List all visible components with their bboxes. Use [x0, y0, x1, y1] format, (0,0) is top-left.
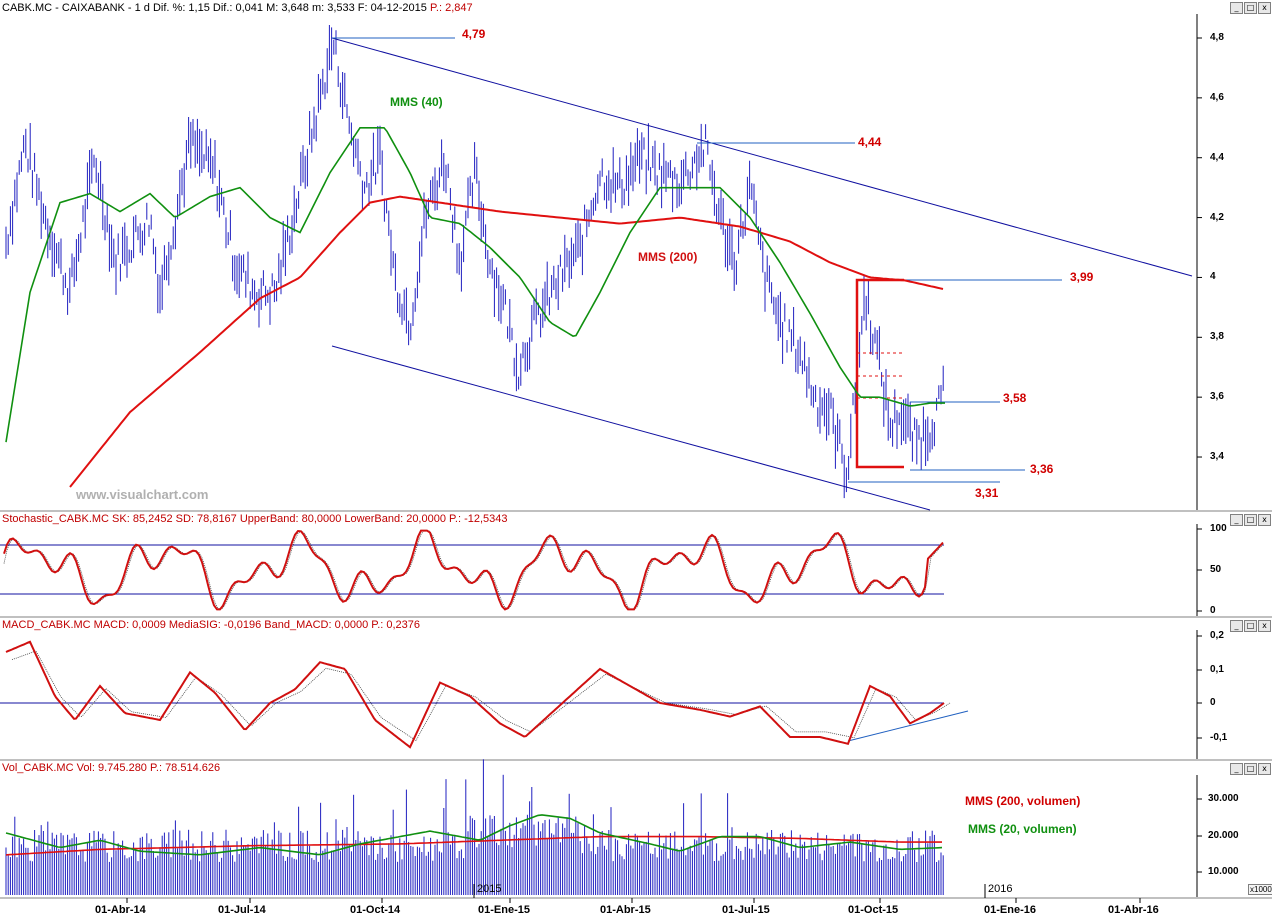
macd-panel-header: MACD_CABK.MC MACD: 0,0009 MediaSIG: -0,0… — [2, 618, 420, 632]
vol-mms200-label: MMS (200, volumen) — [965, 794, 1081, 808]
close-button[interactable]: x — [1258, 2, 1271, 14]
stoch-window-buttons: _ □ x — [1230, 514, 1271, 526]
price-bars — [5, 25, 944, 499]
macd-window-buttons: _ □ x — [1230, 620, 1271, 632]
minimize-button[interactable]: _ — [1230, 2, 1243, 14]
minimize-button[interactable]: _ — [1230, 514, 1243, 526]
macd-tick-label: 0,2 — [1210, 630, 1224, 641]
x-tick-label: 01-Ene-15 — [478, 904, 530, 916]
mms200-line — [69, 195, 944, 488]
x-tick-label: 01-Oct-14 — [350, 904, 401, 916]
axis-ticks — [126, 37, 1202, 903]
stoch-panel-header: Stochastic_CABK.MC SK: 85,2452 SD: 78,81… — [2, 512, 508, 526]
level-479-label: 4,79 — [462, 27, 486, 41]
lower-trendline — [331, 345, 931, 511]
price-tick-label: 3,4 — [1210, 451, 1224, 463]
x-tick-label: 01-Ene-16 — [984, 904, 1036, 916]
macd-header-text: MACD_CABK.MC MACD: 0,0009 MediaSIG: -0,0… — [2, 619, 421, 631]
vol-mms20-label: MMS (20, volumen) — [968, 822, 1077, 836]
macd-tick-label: 0,1 — [1210, 664, 1224, 675]
level-358-label: 3,58 — [1003, 391, 1027, 405]
stoch-tick-label: 100 — [1210, 523, 1227, 534]
price-header-p: P.: 2,847 — [429, 2, 473, 14]
minimize-button[interactable]: _ — [1230, 763, 1243, 775]
maximize-button[interactable]: □ — [1244, 620, 1257, 632]
mms40-line — [5, 127, 945, 443]
stoch-tick-label: 0 — [1210, 605, 1216, 616]
vol-panel-header: Vol_CABK.MC Vol: 9.745.280 P.: 78.514.62… — [2, 761, 220, 775]
year-label-2016: 2016 — [988, 883, 1013, 895]
minimize-button[interactable]: _ — [1230, 620, 1243, 632]
maximize-button[interactable]: □ — [1244, 2, 1257, 14]
level-336-label: 3,36 — [1030, 462, 1054, 476]
x-tick-label: 01-Jul-14 — [218, 904, 266, 916]
x-tick-label: 01-Abr-15 — [600, 904, 651, 916]
year-label-2015: 2015 — [477, 883, 502, 895]
stoch-sd-line — [3, 530, 944, 610]
maximize-button[interactable]: □ — [1244, 763, 1257, 775]
level-399-label: 3,99 — [1070, 270, 1094, 284]
x1000-badge: x1000 — [1248, 884, 1272, 895]
upper-trendline — [331, 37, 1193, 277]
price-tick-label: 3,8 — [1210, 331, 1224, 343]
price-tick-label: 4,8 — [1210, 32, 1224, 43]
mms200-label: MMS (200) — [638, 250, 698, 264]
x-tick-label: 01-Abr-14 — [95, 904, 146, 916]
red-bracket — [855, 278, 904, 469]
vol-window-buttons: _ □ x — [1230, 763, 1271, 775]
macd-trendline — [847, 710, 969, 742]
price-header-text: CABK.MC - CAIXABANK - 1 d Dif. %: 1,15 D… — [2, 2, 427, 14]
level-331-label: 3,31 — [975, 486, 999, 500]
close-button[interactable]: x — [1258, 620, 1271, 632]
close-button[interactable]: x — [1258, 763, 1271, 775]
stoch-sk-line — [3, 529, 944, 611]
price-window-buttons: _ □ x — [1230, 2, 1271, 14]
price-panel-header: CABK.MC - CAIXABANK - 1 d Dif. %: 1,15 D… — [2, 1, 473, 15]
level-444-label: 4,44 — [858, 135, 882, 149]
watermark: www.visualchart.com — [76, 487, 209, 502]
maximize-button[interactable]: □ — [1244, 514, 1257, 526]
price-tick-label: 4 — [1210, 271, 1216, 283]
x-tick-label: 01-Oct-15 — [848, 904, 899, 916]
vol-mms20-line — [5, 814, 943, 856]
price-tick-label: 3,6 — [1210, 391, 1224, 403]
stoch-tick-label: 50 — [1210, 564, 1222, 575]
macd-signal-line — [11, 650, 951, 742]
macd-tick-label: 0 — [1210, 697, 1216, 708]
close-button[interactable]: x — [1258, 514, 1271, 526]
price-tick-label: 4,6 — [1210, 91, 1224, 103]
macd-line — [5, 640, 945, 749]
volume-bars — [5, 759, 944, 895]
x-tick-label: 01-Jul-15 — [722, 904, 770, 916]
vol-tick-label: 10.000 — [1208, 866, 1239, 877]
vol-header-text: Vol_CABK.MC Vol: 9.745.280 P.: 78.514.62… — [2, 762, 221, 774]
macd-tick-label: -0,1 — [1210, 732, 1228, 743]
vol-mms200-line — [5, 835, 942, 856]
mms40-label: MMS (40) — [390, 95, 443, 109]
price-tick-label: 4,2 — [1210, 211, 1224, 223]
stoch-header-text: Stochastic_CABK.MC SK: 85,2452 SD: 78,81… — [2, 513, 508, 525]
vol-tick-label: 20.000 — [1208, 830, 1239, 841]
x-tick-label: 01-Abr-16 — [1108, 904, 1159, 916]
price-tick-label: 4,4 — [1210, 151, 1224, 163]
vol-tick-label: 30.000 — [1208, 793, 1239, 804]
